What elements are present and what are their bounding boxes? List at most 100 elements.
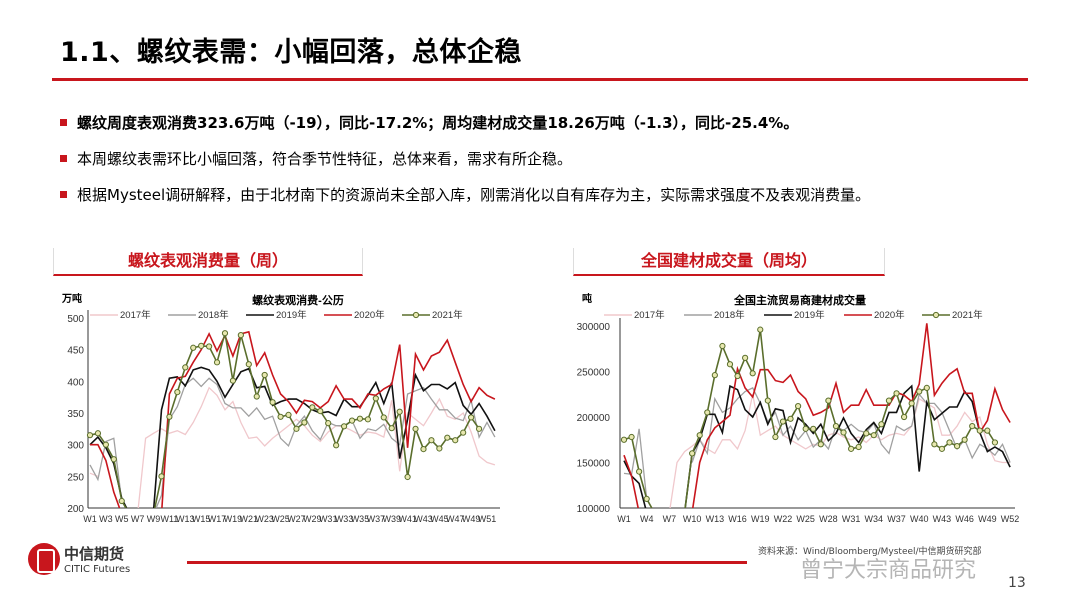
data-point — [221, 330, 229, 337]
data-point — [372, 395, 379, 402]
data-point — [878, 421, 885, 428]
data-point — [237, 332, 244, 339]
x-tick-label: W19 — [224, 514, 243, 524]
data-point — [460, 429, 467, 436]
data-point — [325, 420, 332, 427]
data-point — [848, 445, 855, 452]
x-tick-label: W13 — [176, 514, 195, 524]
data-point — [348, 417, 356, 424]
legend-marker — [412, 311, 420, 319]
data-point — [261, 371, 268, 379]
data-point — [269, 399, 276, 406]
data-point — [118, 497, 125, 505]
data-point — [953, 443, 961, 450]
data-point — [764, 397, 771, 404]
bullet-square-icon — [60, 118, 67, 126]
data-point — [277, 413, 284, 420]
x-tick-label: W17 — [208, 514, 227, 524]
data-point — [711, 372, 718, 379]
x-tick-label: W11 — [160, 514, 178, 524]
data-point — [182, 364, 189, 371]
data-point — [893, 390, 900, 397]
data-point — [984, 427, 991, 434]
data-point — [991, 439, 999, 446]
x-tick-label: W22 — [774, 514, 793, 524]
x-tick-label: W49 — [978, 514, 997, 524]
x-tick-label: W52 — [1001, 514, 1020, 524]
series-line-2020年 — [90, 330, 496, 508]
data-point — [749, 370, 756, 377]
legend-label: 2017年 — [634, 309, 665, 321]
data-point — [772, 433, 779, 441]
series-line-2019年 — [623, 384, 1011, 508]
data-point — [340, 423, 348, 430]
x-tick-label: W16 — [728, 514, 747, 524]
x-tick-label: W1 — [617, 514, 631, 524]
data-point — [643, 495, 650, 502]
source-note: 资料来源：Wind/Bloomberg/Mysteel/中信期货研究部 — [758, 547, 982, 557]
x-tick-label: W31 — [319, 514, 338, 524]
series-line-2020年 — [623, 323, 1011, 508]
x-tick-label: W37 — [887, 514, 906, 524]
data-point — [832, 423, 840, 430]
y-unit-label: 万吨 — [61, 292, 82, 305]
data-point — [931, 441, 938, 448]
x-tick-label: W19 — [751, 514, 770, 524]
data-point — [620, 436, 628, 443]
data-point — [757, 326, 764, 333]
data-point — [364, 416, 371, 423]
x-tick-label: W49 — [462, 514, 481, 524]
data-point — [802, 425, 809, 432]
data-point — [166, 413, 173, 420]
data-point — [229, 377, 237, 384]
x-tick-label: W29 — [303, 514, 322, 524]
y-tick-label: 200 — [67, 504, 84, 515]
chart-header-building-materials: 全国建材成交量（周均） — [573, 248, 885, 276]
data-point — [333, 442, 340, 449]
data-point — [636, 468, 643, 475]
x-tick-label: W3 — [99, 514, 113, 524]
citic-logo: 中信期货 CITIC Futures — [28, 543, 130, 575]
data-point — [779, 418, 787, 425]
data-point — [863, 430, 870, 437]
y-tick-label: 250000 — [577, 368, 611, 379]
data-point — [719, 342, 726, 350]
x-tick-label: W10 — [683, 514, 702, 524]
x-tick-label: W37 — [367, 514, 386, 524]
x-tick-label: W21 — [240, 514, 259, 524]
data-point — [870, 432, 877, 439]
x-tick-label: W46 — [955, 514, 974, 524]
data-point — [396, 408, 403, 415]
data-point — [916, 388, 923, 395]
data-point — [817, 441, 824, 448]
data-point — [689, 450, 696, 457]
data-point — [969, 423, 976, 430]
data-point — [452, 437, 459, 444]
data-point — [102, 441, 109, 448]
bullet-text: 根据Mysteel调研解释，由于北材南下的资源尚未全部入库，刚需消化以自有库存为… — [77, 185, 871, 204]
data-point — [198, 342, 205, 349]
x-tick-label: W39 — [382, 514, 401, 524]
data-point — [946, 439, 953, 446]
legend-label: 2021年 — [432, 309, 463, 321]
chart-0: 螺纹表观消费-公历 万吨 200 250 300 350 400 450 500 W1 W3 W5 W7… — [61, 292, 500, 524]
data-point — [976, 427, 983, 434]
x-tick-label: W13 — [706, 514, 725, 524]
x-tick-label: W28 — [819, 514, 838, 524]
x-tick-label: W45 — [430, 514, 449, 524]
data-point — [86, 432, 94, 439]
data-point — [468, 414, 475, 421]
data-point — [923, 384, 930, 391]
legend-label: 2018年 — [714, 309, 745, 321]
x-tick-label: W43 — [933, 514, 952, 524]
legend-label: 2017年 — [120, 309, 151, 321]
x-tick-label: W23 — [255, 514, 274, 524]
data-point — [436, 445, 443, 452]
data-point — [628, 433, 635, 441]
y-tick-label: 100000 — [577, 504, 611, 515]
legend-label: 2021年 — [952, 309, 983, 321]
x-tick-label: W25 — [271, 514, 290, 524]
data-point — [110, 456, 117, 463]
legend-label: 2019年 — [794, 309, 825, 321]
chart-header-rebar: 螺纹表观消费量（周） — [53, 248, 363, 276]
